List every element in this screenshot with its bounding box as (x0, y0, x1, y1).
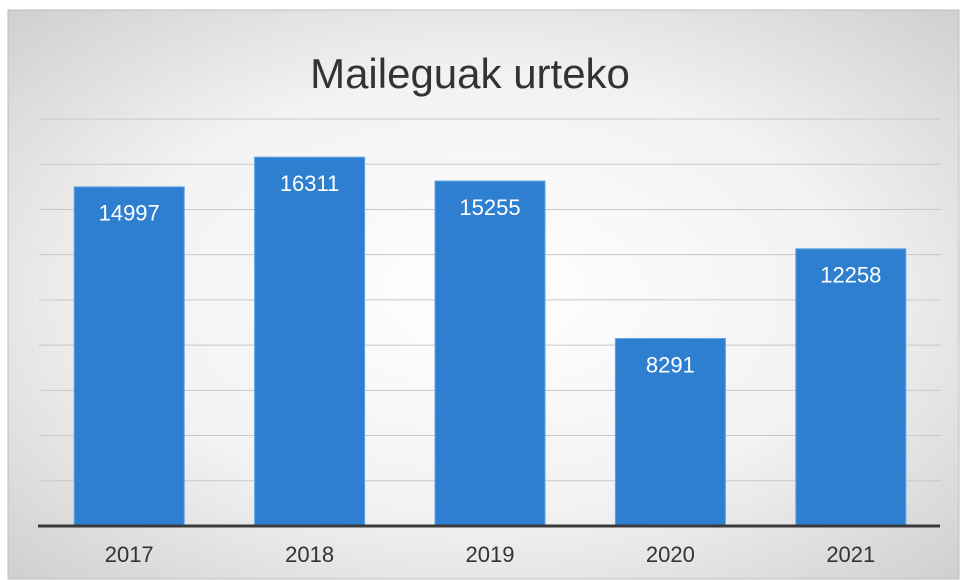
bar (434, 180, 546, 527)
x-tick-label: 2020 (646, 542, 695, 567)
x-tick-label: 2021 (826, 542, 875, 567)
data-label: 12258 (820, 263, 881, 288)
x-tick-label: 2018 (285, 542, 334, 567)
data-label: 14997 (99, 201, 160, 226)
bars: 14997 16311 15255 8291 12258 (73, 156, 907, 527)
x-tick-label: 2019 (466, 542, 515, 567)
x-tick-label: 2017 (105, 542, 154, 567)
data-label: 15255 (459, 195, 520, 220)
bar (254, 156, 366, 527)
data-label: 8291 (646, 352, 695, 377)
bar (73, 186, 185, 527)
bar (795, 248, 907, 527)
data-label: 16311 (280, 171, 340, 196)
bar (614, 338, 726, 527)
chart-title: Maileguak urteko (310, 50, 630, 97)
